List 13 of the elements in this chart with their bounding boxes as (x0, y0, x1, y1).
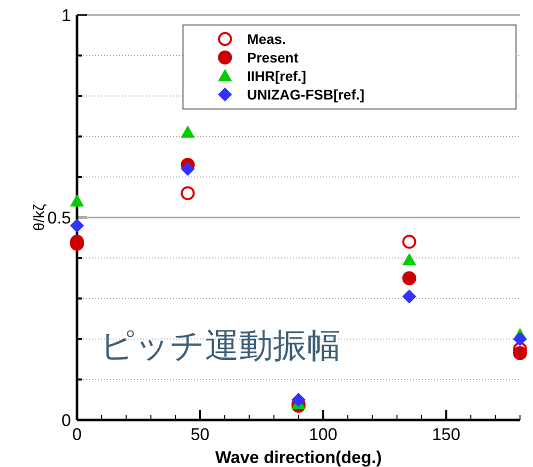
y-tick-label: 1 (62, 6, 71, 25)
legend-label: UNIZAG-FSB[ref.] (247, 86, 364, 102)
y-tick-label: 0 (62, 411, 71, 430)
legend-label: Present (247, 50, 299, 66)
x-tick-label: 100 (308, 425, 338, 444)
annotation: ピッチ運動振幅 (100, 327, 341, 365)
x-tick-label: 150 (432, 425, 460, 444)
legend-label: Meas. (247, 31, 286, 47)
y-tick-label: 0.5 (47, 208, 71, 228)
legend-label: IIHR[ref.] (247, 68, 306, 84)
x-tick-label: 50 (190, 425, 210, 444)
x-axis-title: Wave direction(deg.) (215, 448, 382, 467)
y-axis-title: θ/kζ (31, 204, 48, 231)
